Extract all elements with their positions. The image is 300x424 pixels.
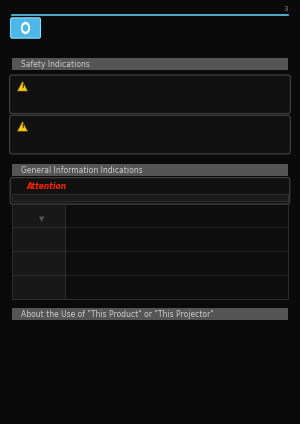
Bar — [12, 308, 288, 320]
Text: !: ! — [21, 84, 24, 89]
Bar — [12, 194, 288, 201]
Bar — [12, 164, 288, 176]
Text: General Information Indications: General Information Indications — [21, 165, 142, 175]
Text: ▼: ▼ — [39, 216, 44, 222]
Bar — [12, 204, 64, 227]
FancyBboxPatch shape — [11, 18, 40, 38]
Text: 3: 3 — [284, 6, 288, 12]
Text: About the Use of "This Product" or "This Projector": About the Use of "This Product" or "This… — [21, 310, 214, 319]
FancyBboxPatch shape — [10, 115, 290, 154]
Circle shape — [23, 25, 28, 31]
Circle shape — [22, 22, 29, 33]
Bar — [12, 204, 288, 299]
Text: Safety Indications: Safety Indications — [21, 59, 90, 69]
Bar — [12, 275, 64, 299]
FancyBboxPatch shape — [10, 75, 290, 114]
FancyBboxPatch shape — [10, 178, 290, 204]
Polygon shape — [17, 121, 28, 131]
Text: Attention: Attention — [27, 182, 67, 192]
Polygon shape — [17, 81, 28, 91]
Bar — [12, 227, 64, 251]
Bar — [12, 58, 288, 70]
Bar — [12, 251, 64, 275]
Text: !: ! — [21, 124, 24, 129]
